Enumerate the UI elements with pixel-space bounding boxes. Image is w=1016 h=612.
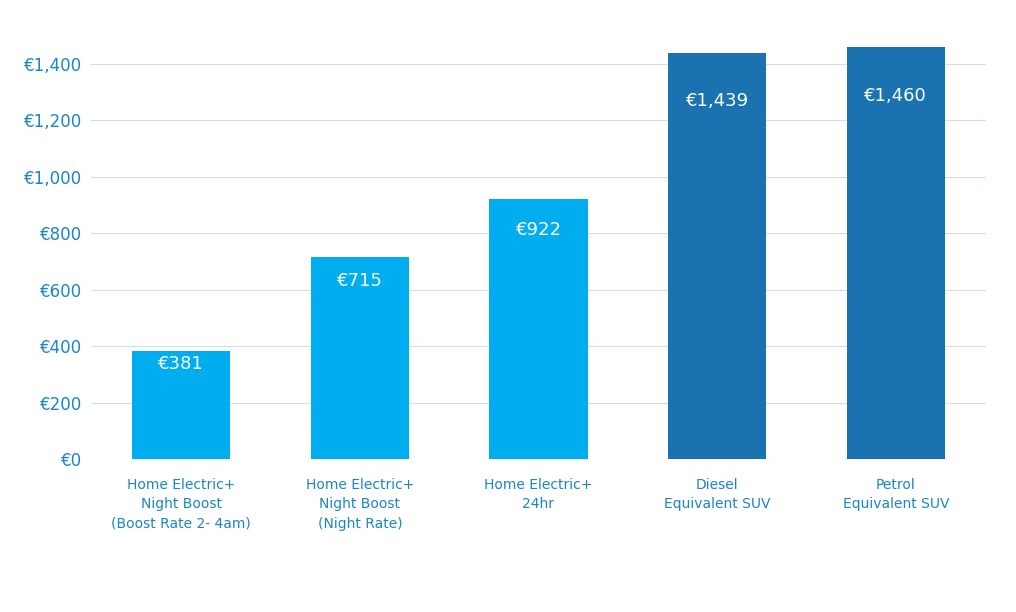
Text: €381: €381	[158, 356, 204, 373]
Bar	[846, 47, 945, 459]
Bar	[132, 351, 231, 459]
Bar	[311, 257, 409, 459]
Bar	[668, 53, 766, 459]
Text: €922: €922	[515, 221, 562, 239]
Text: €715: €715	[337, 272, 383, 290]
Text: €1,460: €1,460	[865, 87, 928, 105]
Bar	[490, 198, 587, 459]
Text: €1,439: €1,439	[686, 92, 749, 110]
